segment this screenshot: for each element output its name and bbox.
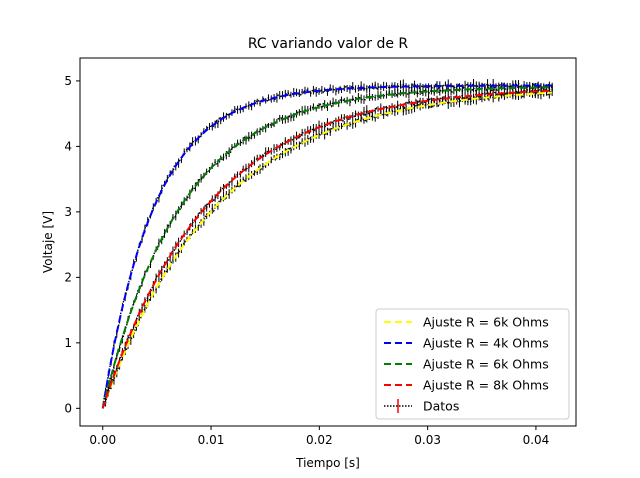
x-tick-label: 0.02	[306, 433, 333, 447]
axes-frame	[79, 57, 577, 427]
x-axis-label: Tiempo [s]	[295, 456, 360, 470]
fit-line	[101, 86, 553, 409]
y-tick-label: 4	[64, 139, 72, 153]
y-axis-label: Voltaje [V]	[41, 211, 55, 273]
y-tick-label: 3	[64, 205, 72, 219]
legend-label: Ajuste R = 8k Ohms	[423, 378, 549, 393]
y-tick-label: 5	[64, 74, 72, 88]
y-tick-label: 2	[64, 270, 72, 284]
fit-line	[101, 89, 553, 409]
legend-label: Ajuste R = 6k Ohms	[423, 315, 549, 330]
legend-entry: Datos	[384, 399, 459, 414]
chart-title: RC variando valor de R	[248, 36, 409, 52]
x-tick-label: 0.04	[523, 433, 550, 447]
y-tick-label: 0	[64, 401, 72, 415]
x-tick-label: 0.03	[414, 433, 441, 447]
y-tick-label: 1	[64, 336, 72, 350]
fit-line	[101, 84, 553, 409]
legend: Ajuste R = 6k Ohms Ajuste R = 4k Ohms Ajus…	[375, 308, 570, 420]
legend-entry: Ajuste R = 6k Ohms	[384, 315, 549, 330]
plot-area	[101, 78, 553, 409]
y-axis: 0 1 2 3 4 5	[64, 74, 80, 415]
x-tick-label: 0.00	[89, 433, 116, 447]
x-tick-label: 0.01	[198, 433, 225, 447]
legend-entry: Ajuste R = 4k Ohms	[384, 336, 549, 351]
x-axis: 0.00 0.01 0.02 0.03 0.04	[89, 426, 549, 447]
legend-label: Ajuste R = 4k Ohms	[423, 336, 549, 351]
legend-label: Ajuste R = 6k Ohms	[423, 357, 549, 372]
legend-entry: Ajuste R = 8k Ohms	[384, 378, 549, 393]
fit-line	[101, 91, 553, 409]
legend-box	[375, 308, 570, 420]
legend-label: Datos	[423, 399, 459, 414]
legend-entry: Ajuste R = 6k Ohms	[384, 357, 549, 372]
